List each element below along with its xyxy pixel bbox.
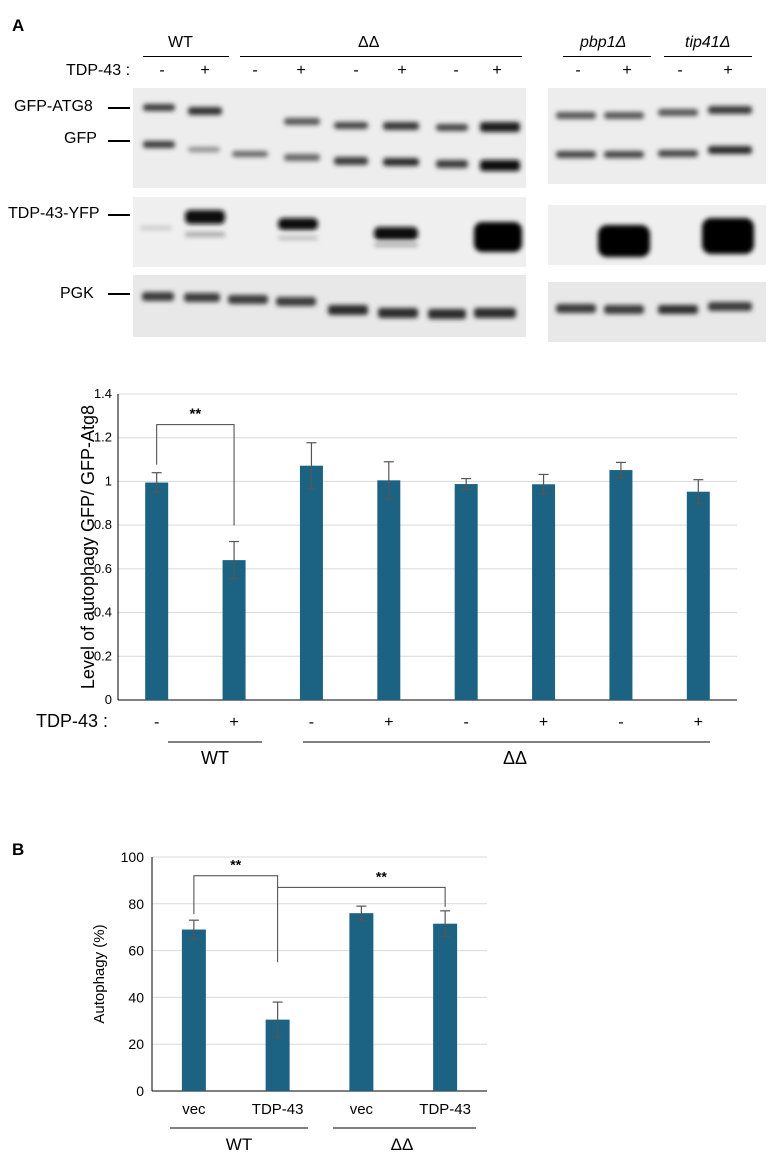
bar — [609, 470, 633, 700]
y-tick-label: 0 — [105, 692, 112, 707]
group-wt-label: WT — [168, 34, 193, 51]
bar — [377, 480, 401, 700]
lane-sign: + — [622, 62, 632, 79]
y-tick-label: 40 — [128, 989, 144, 1005]
blot-label-tdp43-yfp: TDP-43-YFP — [8, 205, 100, 222]
chart-a: 0 0.2 0.4 0.6 0.8 1 1.2 1.4 Level of autophagy G… — [36, 386, 737, 768]
marker-tick — [108, 107, 130, 109]
x-category-label: TDP-43 — [419, 1101, 471, 1118]
tdp43-prefix-label: TDP-43 : — [66, 62, 131, 79]
x-prefix-label: TDP-43 : — [36, 711, 108, 731]
bar — [433, 923, 458, 1091]
x-sign-label: - — [464, 714, 469, 731]
group-label: ΔΔ — [503, 748, 527, 768]
lane-sign: + — [492, 62, 502, 79]
group-dd-line — [240, 56, 522, 57]
y-tick-label: 0.8 — [94, 517, 112, 532]
x-category-label: vec — [182, 1101, 206, 1118]
group-pbp1-line — [563, 56, 651, 57]
marker-tick — [108, 293, 130, 295]
y-tick-label: 1.4 — [94, 386, 112, 401]
y-tick-label: 60 — [128, 943, 144, 959]
bar — [686, 491, 710, 700]
x-sign-label: - — [154, 714, 159, 731]
x-category-label: vec — [350, 1101, 374, 1118]
group-label: WT — [226, 1135, 252, 1154]
y-tick-label: 1 — [105, 473, 112, 488]
y-tick-label: 100 — [121, 849, 145, 865]
western-blot-images — [133, 88, 766, 342]
lane-sign: - — [453, 62, 459, 79]
y-tick-label: 0.2 — [94, 648, 112, 663]
lane-sign: - — [252, 62, 258, 79]
x-sign-label: + — [229, 714, 238, 731]
group-label: ΔΔ — [391, 1135, 414, 1154]
blot-label-pgk: PGK — [60, 285, 94, 302]
bar — [532, 484, 556, 700]
significance-bracket — [156, 424, 235, 526]
y-tick-label: 0.4 — [94, 605, 112, 620]
x-sign-label: + — [539, 714, 548, 731]
blot-atg8-left — [133, 88, 526, 188]
bar — [299, 465, 323, 700]
significance-bracket — [193, 875, 279, 963]
blot-label-gfp: GFP — [64, 130, 97, 147]
blot-label-gfp-atg8: GFP-ATG8 — [14, 98, 93, 115]
significance-label: ** — [230, 857, 241, 873]
group-wt-line — [143, 56, 229, 57]
chart-b: 0 20 40 60 80 100 Autophagy (%) vec TDP-43 vec TDP… — [91, 849, 487, 1154]
bar — [145, 482, 169, 700]
y-tick-label: 0 — [136, 1083, 144, 1099]
lane-sign: - — [575, 62, 581, 79]
y-tick-label: 80 — [128, 896, 144, 912]
y-tick-label: 20 — [128, 1036, 144, 1052]
group-pbp1-label: pbp1Δ — [580, 34, 627, 51]
y-tick-label: 1.2 — [94, 430, 112, 445]
marker-tick — [108, 214, 130, 216]
group-tip41-label: tip41Δ — [685, 34, 731, 51]
lane-sign: + — [296, 62, 306, 79]
bar — [349, 913, 374, 1091]
bar — [222, 560, 246, 700]
y-tick-label: 0.6 — [94, 561, 112, 576]
lane-sign: - — [677, 62, 683, 79]
x-sign-label: - — [618, 714, 623, 731]
y-axis-title: Autophagy (%) — [91, 924, 108, 1023]
x-sign-label: + — [694, 714, 703, 731]
lane-sign: - — [353, 62, 359, 79]
group-dd-label: ΔΔ — [358, 34, 380, 51]
bar — [181, 929, 206, 1091]
y-axis-title: Level of autophagy GFP/ GFP-Atg8 — [78, 405, 98, 689]
bar — [454, 484, 478, 700]
x-sign-label: + — [384, 714, 393, 731]
panel-b-label: B — [12, 840, 25, 859]
significance-label: ** — [190, 406, 202, 423]
lane-sign: + — [723, 62, 733, 79]
group-tip41-line — [664, 56, 752, 57]
x-category-label: TDP-43 — [252, 1101, 304, 1118]
lane-sign: - — [159, 62, 165, 79]
lane-sign: + — [397, 62, 407, 79]
marker-tick — [108, 140, 130, 142]
significance-label: ** — [376, 868, 387, 884]
lane-sign: + — [200, 62, 210, 79]
significance-bracket — [277, 886, 446, 907]
panel-a-label: A — [12, 16, 25, 35]
group-label: WT — [201, 748, 229, 768]
blot-atg8-right — [548, 88, 766, 184]
x-sign-label: - — [309, 714, 314, 731]
